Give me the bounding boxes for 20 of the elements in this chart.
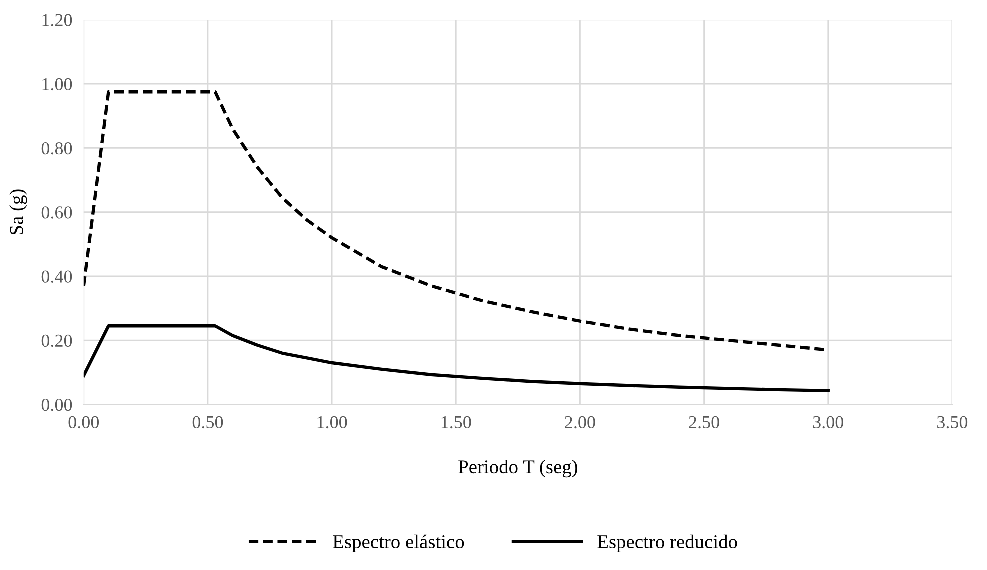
x-tick-label: 0.00 bbox=[68, 416, 100, 429]
legend-label: Espectro elástico bbox=[333, 534, 464, 552]
y-tick-label: 0.20 bbox=[42, 334, 72, 348]
y-tick-label: 0.60 bbox=[42, 206, 72, 219]
x-tick-label: 1.00 bbox=[318, 416, 348, 429]
x-tick-label: 1.50 bbox=[442, 416, 472, 429]
y-tick-label: 1.00 bbox=[42, 78, 72, 91]
x-tick-label: 3.00 bbox=[813, 416, 844, 429]
x-tick-label: 2.50 bbox=[689, 416, 720, 429]
x-tick-label: 0.50 bbox=[192, 416, 224, 429]
y-tick-label: 0.00 bbox=[42, 398, 72, 412]
y-tick-label: 1.20 bbox=[42, 14, 72, 26]
y-axis-title: Sa (g) bbox=[10, 190, 28, 235]
x-tick-label: 3.50 bbox=[938, 416, 968, 429]
y-tick-label: 0.40 bbox=[42, 270, 72, 283]
y-tick-label: 0.80 bbox=[42, 142, 72, 155]
legend-label: Espectro reducido bbox=[598, 534, 738, 552]
line-series bbox=[84, 324, 830, 393]
x-tick-label: 2.00 bbox=[565, 416, 596, 429]
x-axis-title: Periodo T (seg) bbox=[458, 460, 578, 478]
